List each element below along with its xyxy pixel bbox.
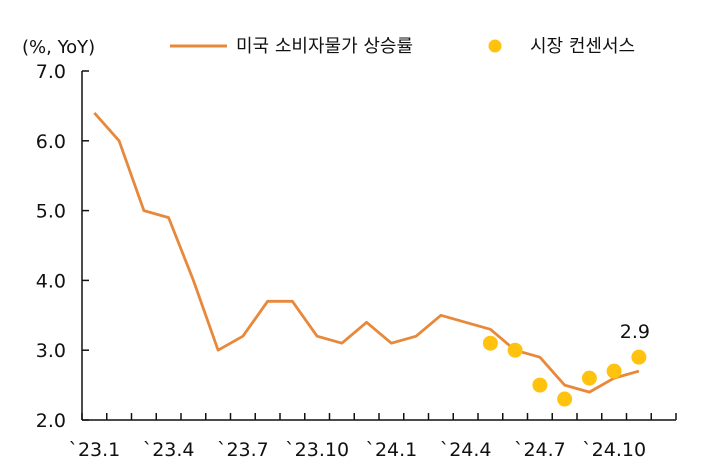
consensus-point [557,391,573,407]
y-tick-label: 3.0 [36,340,66,362]
consensus-value-label: 2.9 [620,321,650,343]
legend-dot-swatch [488,39,502,53]
legend-label-consensus: 시장 컨센서스 [530,36,635,57]
x-tick-label: `23.7 [217,439,269,461]
x-tick-label: `23.1 [68,439,120,461]
consensus-point [606,363,622,379]
y-tick-label: 4.0 [36,270,66,292]
consensus-point [507,342,523,358]
x-tick-label: `23.4 [143,439,195,461]
y-tick-label: 7.0 [36,61,66,83]
annotations: 2.9 [620,321,650,343]
x-tick-label: `23.10 [285,439,349,461]
x-tick-label: `24.7 [514,439,566,461]
cpi-line [93,111,640,394]
consensus-point [581,370,597,386]
y-tick-label: 5.0 [36,201,66,223]
legend: 미국 소비자물가 상승률 시장 컨센서스 [170,36,635,57]
consensus-point [482,335,498,351]
x-tick-label: `24.1 [365,439,417,461]
consensus-point [532,377,548,393]
x-tick-label: `24.4 [440,439,492,461]
consensus-point [631,349,647,365]
y-tick-label: 6.0 [36,131,66,153]
y-tick-label: 2.0 [36,410,66,432]
consensus-series [482,335,647,407]
cpi-series [93,111,640,394]
unit-label: (%, YoY) [22,37,95,58]
legend-label-cpi: 미국 소비자물가 상승률 [236,36,413,57]
axes: 2.0 3.0 4.0 5.0 6.0 7.0 `23.1 `23.4 `23.7 `23.10 `… [36,61,677,461]
x-tick-label: `24.10 [582,439,646,461]
